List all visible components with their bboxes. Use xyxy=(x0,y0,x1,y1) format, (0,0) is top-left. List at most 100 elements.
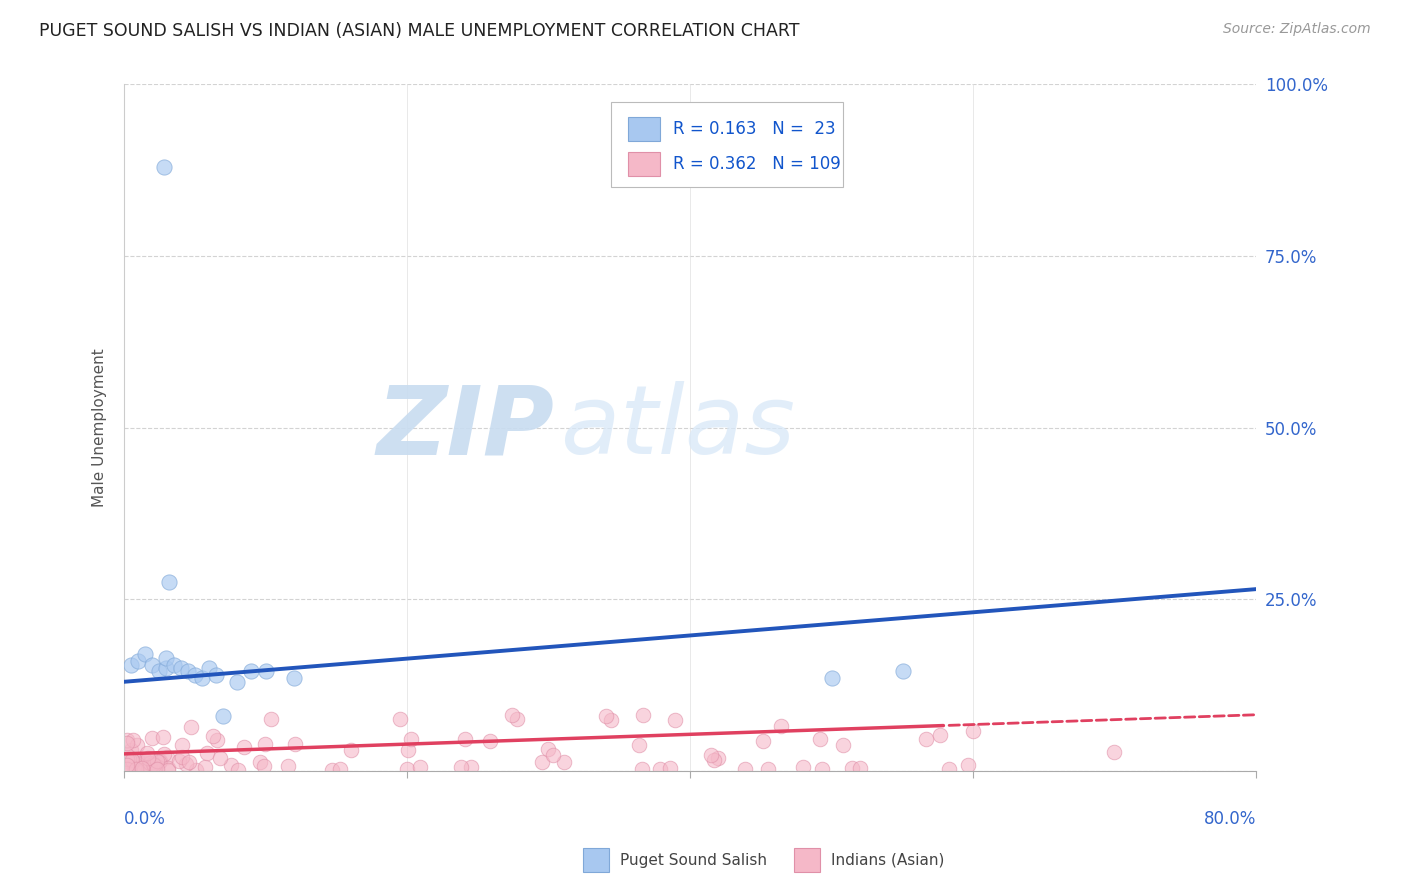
Point xyxy=(536,742,558,756)
Point xyxy=(167,754,190,768)
Point xyxy=(541,748,564,763)
Point xyxy=(156,749,179,764)
Point xyxy=(631,708,654,723)
Point xyxy=(260,712,283,726)
Point xyxy=(146,763,169,777)
Point xyxy=(121,753,143,767)
Point xyxy=(117,752,139,766)
Point xyxy=(174,757,197,772)
Point xyxy=(124,761,146,775)
Point xyxy=(553,755,575,769)
Point xyxy=(115,752,138,766)
Point xyxy=(184,763,207,777)
Point xyxy=(226,674,249,689)
Point xyxy=(849,761,872,775)
Point xyxy=(131,755,153,769)
Point xyxy=(118,763,141,777)
Point xyxy=(148,665,170,679)
Point xyxy=(134,648,156,662)
Point xyxy=(115,754,138,768)
Point xyxy=(703,753,725,767)
Point xyxy=(531,756,554,770)
Point xyxy=(891,665,914,679)
Point xyxy=(141,731,163,745)
Point xyxy=(284,738,307,752)
Point xyxy=(131,761,153,775)
Point xyxy=(628,738,651,752)
Point xyxy=(125,763,148,777)
Point xyxy=(409,760,432,774)
Point xyxy=(197,746,219,760)
Point xyxy=(146,754,169,768)
Point xyxy=(664,713,686,727)
Point xyxy=(120,752,142,766)
Text: R = 0.362   N = 109: R = 0.362 N = 109 xyxy=(673,155,841,173)
Point xyxy=(117,736,139,750)
Point xyxy=(120,657,142,672)
Point xyxy=(132,763,155,777)
Point xyxy=(339,743,361,757)
Point xyxy=(501,707,523,722)
FancyBboxPatch shape xyxy=(628,118,659,141)
Point xyxy=(219,758,242,772)
Point xyxy=(233,739,256,754)
Text: Indians (Asian): Indians (Asian) xyxy=(831,853,945,868)
Point xyxy=(810,762,832,776)
Point xyxy=(134,757,156,772)
Text: 0.0%: 0.0% xyxy=(124,810,166,828)
Point xyxy=(938,762,960,776)
Point xyxy=(398,743,420,757)
Point xyxy=(648,762,671,776)
Point xyxy=(832,739,855,753)
Point xyxy=(821,671,844,685)
Point xyxy=(454,731,477,746)
Text: Source: ZipAtlas.com: Source: ZipAtlas.com xyxy=(1223,22,1371,37)
Point xyxy=(595,709,617,723)
Point xyxy=(127,751,149,765)
Point xyxy=(142,758,165,772)
Point xyxy=(156,761,179,775)
Point xyxy=(191,671,214,685)
Point xyxy=(155,661,177,675)
FancyBboxPatch shape xyxy=(612,102,844,187)
Point xyxy=(180,720,202,734)
Point xyxy=(631,762,654,776)
Point xyxy=(148,755,170,769)
Text: Puget Sound Salish: Puget Sound Salish xyxy=(620,853,768,868)
Point xyxy=(149,754,172,768)
Point xyxy=(756,762,779,776)
Point xyxy=(752,734,775,748)
FancyBboxPatch shape xyxy=(628,153,659,176)
Point xyxy=(184,668,207,682)
Point xyxy=(205,733,228,747)
Point xyxy=(115,732,138,747)
Point xyxy=(450,760,472,774)
Point xyxy=(212,709,235,723)
Point xyxy=(957,757,980,772)
Point xyxy=(505,712,527,726)
Point xyxy=(841,761,863,775)
Point xyxy=(254,665,277,679)
Point xyxy=(706,750,728,764)
Text: 80.0%: 80.0% xyxy=(1204,810,1257,828)
Point xyxy=(321,763,343,777)
Point xyxy=(240,665,263,679)
Point xyxy=(198,661,221,675)
Point xyxy=(808,731,831,746)
Point xyxy=(134,753,156,767)
Point xyxy=(769,718,792,732)
Point xyxy=(460,760,482,774)
Point xyxy=(139,759,162,773)
Point xyxy=(155,650,177,665)
Point xyxy=(283,671,305,685)
Point xyxy=(201,729,224,743)
Point xyxy=(135,746,157,760)
Point xyxy=(792,759,814,773)
Point xyxy=(115,758,138,772)
Point xyxy=(169,661,191,675)
Point xyxy=(1102,745,1125,759)
Point xyxy=(329,762,352,776)
Text: PUGET SOUND SALISH VS INDIAN (ASIAN) MALE UNEMPLOYMENT CORRELATION CHART: PUGET SOUND SALISH VS INDIAN (ASIAN) MAL… xyxy=(39,22,800,40)
Point xyxy=(124,763,146,777)
Point xyxy=(129,756,152,771)
